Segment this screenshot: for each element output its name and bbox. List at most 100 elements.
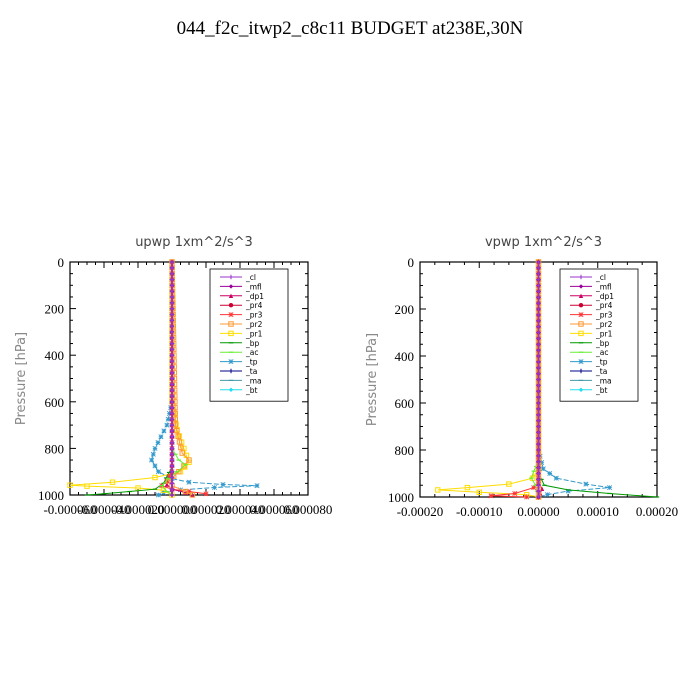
- data-point: [189, 492, 196, 498]
- data-point: [169, 335, 175, 340]
- data-point: [186, 457, 192, 463]
- legend-label: _mfl: [245, 282, 262, 291]
- data-point: [169, 469, 175, 474]
- x-tick-label: -0.000060: [43, 502, 96, 517]
- data-point: [536, 283, 541, 288]
- data-point: [512, 490, 518, 496]
- data-point: [531, 485, 537, 491]
- legend-label: _ta: [245, 367, 257, 376]
- legend-label: _tp: [245, 358, 258, 367]
- data-point: [169, 306, 175, 311]
- data-point: [540, 466, 546, 472]
- data-point: [169, 452, 175, 457]
- data-point: [536, 318, 541, 323]
- y-tick-label: 400: [45, 348, 65, 363]
- data-point: [169, 329, 175, 335]
- x-tick-label: -0.00020: [397, 504, 444, 519]
- legend-swatch-marker: [228, 312, 234, 318]
- data-point: [135, 485, 141, 491]
- data-point: [536, 447, 541, 453]
- data-point: [536, 441, 541, 447]
- data-point: [176, 439, 183, 445]
- legend-label: _pr1: [595, 329, 613, 338]
- data-point: [536, 359, 541, 365]
- y-axis-label: Pressure [hPa]: [14, 332, 29, 425]
- x-tick-label: 0.000020: [182, 502, 231, 517]
- data-point: [476, 489, 482, 496]
- data-point: [169, 481, 175, 486]
- legend-swatch-marker: [578, 368, 584, 374]
- legend-label: _bt: [595, 386, 608, 395]
- legend-label: _pr2: [595, 320, 613, 329]
- data-point: [164, 422, 170, 428]
- legend-swatch-marker: [578, 303, 584, 308]
- legend-swatch-marker: [228, 293, 234, 298]
- data-point: [536, 400, 541, 406]
- data-point: [536, 465, 541, 470]
- data-point: [169, 271, 175, 276]
- legend-label: _cl: [245, 273, 256, 282]
- legend-label: _ta: [595, 367, 607, 376]
- series-line: [491, 262, 539, 498]
- data-point: [536, 365, 541, 370]
- y-tick-label: 600: [395, 396, 415, 411]
- legend-swatch-marker: [228, 274, 234, 280]
- legend-label: _mfl: [595, 282, 612, 291]
- data-point: [182, 488, 189, 495]
- data-point: [506, 481, 512, 487]
- legend-swatch-marker: [578, 293, 584, 298]
- data-point: [169, 265, 175, 271]
- data-point: [186, 479, 192, 485]
- data-point: [536, 259, 541, 265]
- data-point: [169, 428, 175, 434]
- data-point: [539, 460, 545, 466]
- data-point: [186, 488, 192, 495]
- y-tick-label: 0: [58, 255, 65, 270]
- data-point: [583, 481, 589, 487]
- data-point: [84, 483, 90, 489]
- data-point: [169, 370, 175, 375]
- x-tick-label: 0.00020: [636, 504, 678, 519]
- data-point: [464, 484, 471, 491]
- chart-panel-2: vpwp 1xm^2/s^3 Pressure [hPa] 0 200 400 600 80…: [365, 235, 678, 519]
- data-point: [169, 347, 175, 352]
- data-point: [536, 477, 541, 482]
- legend-label: _pr4: [595, 301, 613, 310]
- data-point: [435, 487, 441, 493]
- data-point: [169, 288, 175, 294]
- data-point: [488, 493, 494, 499]
- legend-label: _pr1: [245, 329, 263, 338]
- data-point: [203, 491, 209, 497]
- data-point: [150, 451, 156, 457]
- series-line: [86, 262, 173, 496]
- y-axis-label: Pressure [hPa]: [365, 333, 380, 426]
- x-tick-label: -0.00010: [456, 504, 503, 519]
- x-tick-label: 0.000060: [250, 502, 299, 517]
- data-point: [169, 486, 175, 492]
- legend-swatch-marker: [578, 321, 584, 327]
- data-point: [536, 289, 541, 294]
- series-line: [160, 262, 207, 495]
- data-point: [536, 353, 541, 359]
- chart-panel-1: upwp 1xm^2/s^3 Pressure [hPa] 0 200 400 600 80…: [14, 235, 332, 517]
- data-point: [536, 271, 541, 276]
- data-point: [169, 294, 175, 300]
- y-tick-label: 800: [45, 441, 65, 456]
- legend-swatch-marker: [228, 284, 234, 289]
- legend-swatch-marker: [228, 321, 234, 327]
- data-point: [169, 358, 175, 364]
- data-point: [158, 434, 164, 440]
- data-point: [553, 475, 559, 481]
- x-tick-label: 0.000000: [148, 502, 197, 517]
- data-point: [169, 300, 175, 305]
- data-point: [169, 405, 175, 410]
- data-point: [164, 482, 170, 487]
- data-point: [536, 488, 541, 494]
- data-point: [536, 383, 541, 388]
- data-point: [149, 457, 155, 463]
- data-point: [536, 295, 541, 300]
- data-point: [155, 440, 161, 446]
- data-point: [166, 410, 172, 416]
- data-point: [152, 474, 158, 481]
